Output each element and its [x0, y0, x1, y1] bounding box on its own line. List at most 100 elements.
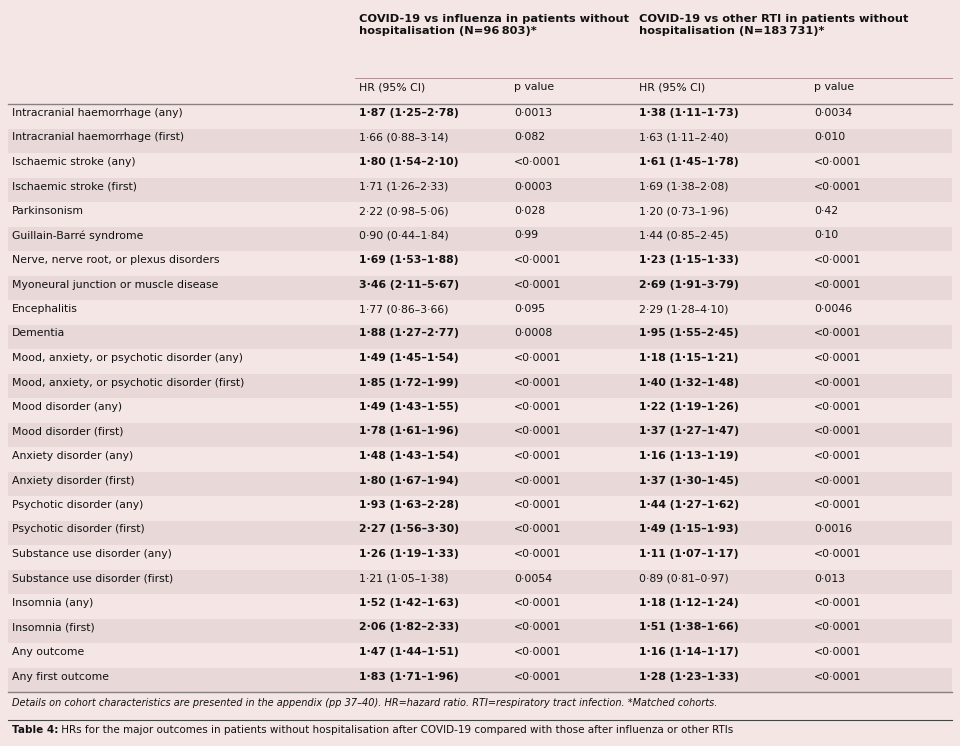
Text: <0·0001: <0·0001 — [514, 353, 562, 363]
Bar — [8, 422, 952, 447]
Text: 1·38 (1·11–1·73): 1·38 (1·11–1·73) — [639, 108, 738, 118]
Bar — [8, 202, 952, 227]
Text: <0·0001: <0·0001 — [514, 524, 562, 534]
Text: 2·27 (1·56–3·30): 2·27 (1·56–3·30) — [359, 524, 459, 534]
Text: <0·0001: <0·0001 — [514, 451, 562, 461]
Text: 1·26 (1·19–1·33): 1·26 (1·19–1·33) — [359, 549, 459, 559]
Bar — [8, 251, 952, 275]
Bar — [8, 521, 952, 545]
Bar — [8, 325, 952, 349]
Text: <0·0001: <0·0001 — [514, 427, 562, 436]
Text: Table 4:: Table 4: — [12, 725, 59, 735]
Text: 1·18 (1·12–1·24): 1·18 (1·12–1·24) — [639, 598, 738, 608]
Bar — [8, 153, 952, 178]
Text: 1·69 (1·38–2·08): 1·69 (1·38–2·08) — [639, 181, 729, 192]
Text: HRs for the major outcomes in patients without hospitalisation after COVID-19 co: HRs for the major outcomes in patients w… — [58, 725, 733, 735]
Text: 0·42: 0·42 — [814, 206, 838, 216]
Bar — [8, 545, 952, 569]
Text: Any outcome: Any outcome — [12, 647, 84, 657]
Text: <0·0001: <0·0001 — [814, 549, 861, 559]
Text: 1·37 (1·30–1·45): 1·37 (1·30–1·45) — [639, 475, 739, 486]
Text: p value: p value — [514, 82, 554, 92]
Text: <0·0001: <0·0001 — [514, 647, 562, 657]
Text: <0·0001: <0·0001 — [814, 328, 861, 339]
Text: Substance use disorder (first): Substance use disorder (first) — [12, 574, 173, 583]
Text: HR (95% CI): HR (95% CI) — [359, 82, 425, 92]
Text: Substance use disorder (any): Substance use disorder (any) — [12, 549, 172, 559]
Text: 1·49 (1·15–1·93): 1·49 (1·15–1·93) — [639, 524, 738, 534]
Text: 0·90 (0·44–1·84): 0·90 (0·44–1·84) — [359, 231, 448, 240]
Text: <0·0001: <0·0001 — [814, 181, 861, 192]
Text: <0·0001: <0·0001 — [814, 598, 861, 608]
Text: 0·028: 0·028 — [514, 206, 545, 216]
Text: Insomnia (any): Insomnia (any) — [12, 598, 93, 608]
Text: 1·88 (1·27–2·77): 1·88 (1·27–2·77) — [359, 328, 459, 339]
Text: 0·0013: 0·0013 — [514, 108, 552, 118]
Text: <0·0001: <0·0001 — [814, 157, 861, 167]
Text: Mood, anxiety, or psychotic disorder (any): Mood, anxiety, or psychotic disorder (an… — [12, 353, 243, 363]
Text: Any first outcome: Any first outcome — [12, 671, 109, 682]
Text: 0·0054: 0·0054 — [514, 574, 552, 583]
Bar — [8, 668, 952, 692]
Text: 1·37 (1·27–1·47): 1·37 (1·27–1·47) — [639, 427, 739, 436]
Text: HR (95% CI): HR (95% CI) — [639, 82, 706, 92]
Text: <0·0001: <0·0001 — [814, 402, 861, 412]
Text: 1·80 (1·67–1·94): 1·80 (1·67–1·94) — [359, 475, 459, 486]
Bar — [8, 227, 952, 251]
Text: 1·49 (1·43–1·55): 1·49 (1·43–1·55) — [359, 402, 459, 412]
Text: 0·0016: 0·0016 — [814, 524, 852, 534]
Text: 1·16 (1·13–1·19): 1·16 (1·13–1·19) — [639, 451, 738, 461]
Text: <0·0001: <0·0001 — [814, 671, 861, 682]
Bar — [8, 643, 952, 668]
Text: COVID-19 vs influenza in patients without
hospitalisation (N=96 803)*: COVID-19 vs influenza in patients withou… — [359, 14, 629, 36]
Text: 3·46 (2·11–5·67): 3·46 (2·11–5·67) — [359, 280, 459, 289]
Bar — [8, 178, 952, 202]
Text: <0·0001: <0·0001 — [814, 255, 861, 265]
Text: Myoneural junction or muscle disease: Myoneural junction or muscle disease — [12, 280, 218, 289]
Text: <0·0001: <0·0001 — [814, 475, 861, 486]
Bar — [8, 496, 952, 521]
Text: 1·95 (1·55–2·45): 1·95 (1·55–2·45) — [639, 328, 738, 339]
Text: 0·0034: 0·0034 — [814, 108, 852, 118]
Text: 2·29 (1·28–4·10): 2·29 (1·28–4·10) — [639, 304, 729, 314]
Text: Intracranial haemorrhage (first): Intracranial haemorrhage (first) — [12, 133, 184, 142]
Text: 0·013: 0·013 — [814, 574, 845, 583]
Text: 1·63 (1·11–2·40): 1·63 (1·11–2·40) — [639, 133, 729, 142]
Text: 1·77 (0·86–3·66): 1·77 (0·86–3·66) — [359, 304, 448, 314]
Text: 0·99: 0·99 — [514, 231, 539, 240]
Bar — [8, 128, 952, 153]
Text: 1·93 (1·63–2·28): 1·93 (1·63–2·28) — [359, 500, 459, 510]
Text: Psychotic disorder (first): Psychotic disorder (first) — [12, 524, 145, 534]
Text: <0·0001: <0·0001 — [514, 255, 562, 265]
Text: 1·87 (1·25–2·78): 1·87 (1·25–2·78) — [359, 108, 459, 118]
Text: 1·44 (0·85–2·45): 1·44 (0·85–2·45) — [639, 231, 729, 240]
Text: Guillain-Barré syndrome: Guillain-Barré syndrome — [12, 231, 143, 241]
Text: 2·06 (1·82–2·33): 2·06 (1·82–2·33) — [359, 622, 459, 633]
Text: 0·0008: 0·0008 — [514, 328, 552, 339]
Text: <0·0001: <0·0001 — [514, 475, 562, 486]
Text: 0·010: 0·010 — [814, 133, 845, 142]
Text: <0·0001: <0·0001 — [514, 157, 562, 167]
Text: Parkinsonism: Parkinsonism — [12, 206, 84, 216]
Bar — [8, 471, 952, 496]
Text: Dementia: Dementia — [12, 328, 65, 339]
Text: <0·0001: <0·0001 — [514, 671, 562, 682]
Text: <0·0001: <0·0001 — [514, 622, 562, 633]
Bar — [8, 398, 952, 422]
Text: 1·51 (1·38–1·66): 1·51 (1·38–1·66) — [639, 622, 738, 633]
Text: 1·16 (1·14–1·17): 1·16 (1·14–1·17) — [639, 647, 738, 657]
Text: 1·47 (1·44–1·51): 1·47 (1·44–1·51) — [359, 647, 459, 657]
Text: <0·0001: <0·0001 — [814, 353, 861, 363]
Text: Mood, anxiety, or psychotic disorder (first): Mood, anxiety, or psychotic disorder (fi… — [12, 377, 245, 387]
Text: 1·78 (1·61–1·96): 1·78 (1·61–1·96) — [359, 427, 459, 436]
Text: 0·10: 0·10 — [814, 231, 838, 240]
Bar — [8, 349, 952, 374]
Text: <0·0001: <0·0001 — [814, 451, 861, 461]
Text: 1·18 (1·15–1·21): 1·18 (1·15–1·21) — [639, 353, 738, 363]
Text: 1·85 (1·72–1·99): 1·85 (1·72–1·99) — [359, 377, 459, 387]
Text: 2·22 (0·98–5·06): 2·22 (0·98–5·06) — [359, 206, 448, 216]
Text: Encephalitis: Encephalitis — [12, 304, 78, 314]
Bar — [8, 594, 952, 618]
Bar — [8, 569, 952, 594]
Text: <0·0001: <0·0001 — [514, 549, 562, 559]
